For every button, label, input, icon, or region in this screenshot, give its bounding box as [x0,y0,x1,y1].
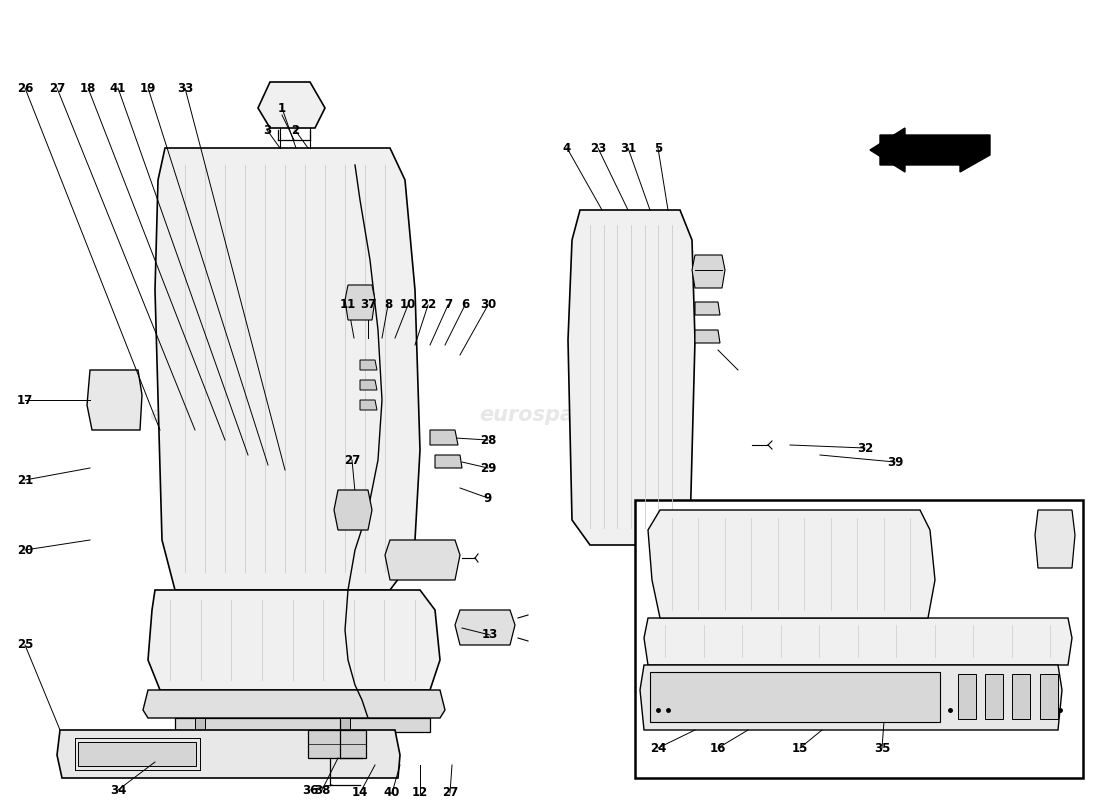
Text: eurospares: eurospares [480,405,611,425]
Text: 34: 34 [110,783,126,797]
Bar [635,500,1084,778]
Bar [78,742,196,766]
Text: 29: 29 [480,462,496,474]
Text: 33: 33 [177,82,194,94]
Text: eurospares: eurospares [724,580,856,600]
Polygon shape [155,148,420,590]
Polygon shape [434,455,462,468]
Text: 10: 10 [400,298,416,311]
Text: 20: 20 [16,543,33,557]
Text: 7: 7 [444,298,452,311]
Text: 28: 28 [480,434,496,446]
Text: 11: 11 [340,298,356,311]
Text: 6: 6 [461,298,469,311]
Text: 3: 3 [263,123,271,137]
Text: 23: 23 [590,142,606,154]
Polygon shape [345,285,375,320]
Polygon shape [334,490,372,530]
Polygon shape [360,360,377,370]
Bar [958,674,976,719]
Polygon shape [692,255,725,288]
Text: 1: 1 [278,102,286,114]
Text: 2: 2 [290,123,299,137]
Text: 37: 37 [360,298,376,311]
Text: 19: 19 [140,82,156,94]
Polygon shape [360,380,377,390]
Polygon shape [258,82,324,128]
Text: 9: 9 [484,491,492,505]
Text: eurospares: eurospares [150,405,280,425]
Text: 31: 31 [620,142,636,154]
Polygon shape [568,210,695,545]
Bar [175,718,430,732]
Text: 21: 21 [16,474,33,486]
Text: 16: 16 [710,742,726,754]
Text: 22: 22 [420,298,436,311]
Text: 14: 14 [352,786,368,799]
Polygon shape [644,618,1072,665]
Bar [308,730,366,758]
Text: 32: 32 [857,442,873,454]
Polygon shape [430,430,458,445]
Bar [984,674,1003,719]
Text: 41: 41 [110,82,126,94]
Polygon shape [880,135,990,172]
Text: 13: 13 [482,629,498,642]
Text: 5: 5 [653,142,662,154]
Polygon shape [695,330,721,343]
Text: 12: 12 [411,786,428,799]
Bar [1040,674,1058,719]
Polygon shape [87,370,142,430]
Bar [650,672,940,722]
Text: 8: 8 [384,298,392,311]
Text: 26: 26 [16,82,33,94]
Bar [340,718,350,732]
Bar [1012,674,1030,719]
Text: 39: 39 [887,455,903,469]
Text: 36: 36 [301,783,318,797]
Text: 40: 40 [384,786,400,799]
Text: 25: 25 [16,638,33,651]
Text: 15: 15 [792,742,808,754]
Text: 24: 24 [650,742,667,754]
Text: 18: 18 [80,82,96,94]
Polygon shape [640,665,1062,730]
Polygon shape [360,400,377,410]
Bar [195,718,205,732]
Polygon shape [143,690,446,718]
Text: 27: 27 [48,82,65,94]
Polygon shape [695,302,721,315]
Polygon shape [385,540,460,580]
Polygon shape [1035,510,1075,568]
Polygon shape [648,510,935,618]
Polygon shape [455,610,515,645]
Text: 35: 35 [873,742,890,754]
Polygon shape [57,730,400,778]
Text: 27: 27 [442,786,458,799]
Polygon shape [870,128,905,172]
Text: 38: 38 [314,783,330,797]
Text: 17: 17 [16,394,33,406]
Polygon shape [148,590,440,690]
Text: 4: 4 [563,142,571,154]
Text: 27: 27 [344,454,360,466]
Text: 30: 30 [480,298,496,311]
